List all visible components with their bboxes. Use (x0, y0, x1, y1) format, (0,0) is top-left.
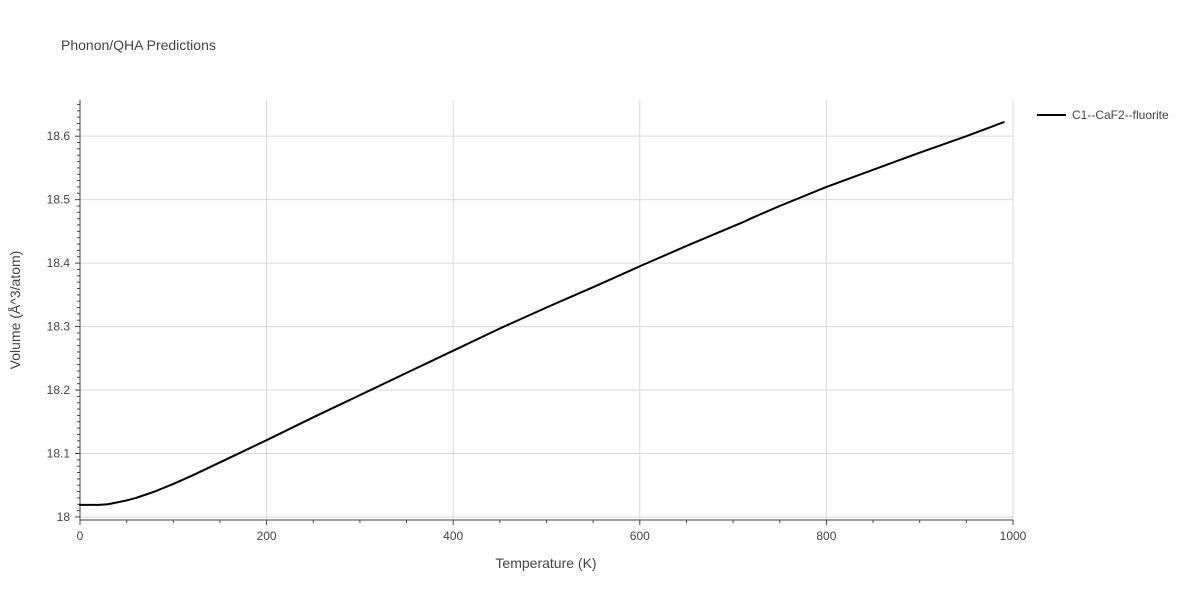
chart-title: Phonon/QHA Predictions (61, 37, 216, 53)
legend-label: C1--CaF2--fluorite (1072, 108, 1169, 122)
series-layer (79, 121, 1005, 506)
y-axis-label: Volume (Å^3/atom) (7, 251, 23, 370)
x-tick-label: 600 (630, 529, 650, 543)
x-tick-label: 200 (257, 529, 277, 543)
x-tick-label: 400 (443, 529, 463, 543)
x-tick-label: 1000 (1000, 529, 1027, 543)
y-tick-label: 18.1 (47, 446, 71, 460)
y-tick-label: 18.4 (47, 256, 71, 270)
legend[interactable]: C1--CaF2--fluorite (1037, 108, 1169, 122)
axes-layer: 0 200 400 600 800 1000 18 18.1 18.2 18.3 18.4 18.5 1… (47, 100, 1027, 543)
x-axis-label: Temperature (K) (495, 555, 596, 571)
x-tick-label: 0 (77, 529, 84, 543)
y-tick-label: 18 (57, 510, 71, 524)
x-tick-label: 800 (816, 529, 836, 543)
y-tick-label: 18.3 (47, 320, 71, 334)
series-line-0 (79, 121, 1005, 506)
grid-layer (80, 100, 1014, 520)
y-tick-label: 18.2 (47, 383, 71, 397)
y-tick-label: 18.6 (47, 129, 71, 143)
y-tick-label: 18.5 (47, 193, 71, 207)
